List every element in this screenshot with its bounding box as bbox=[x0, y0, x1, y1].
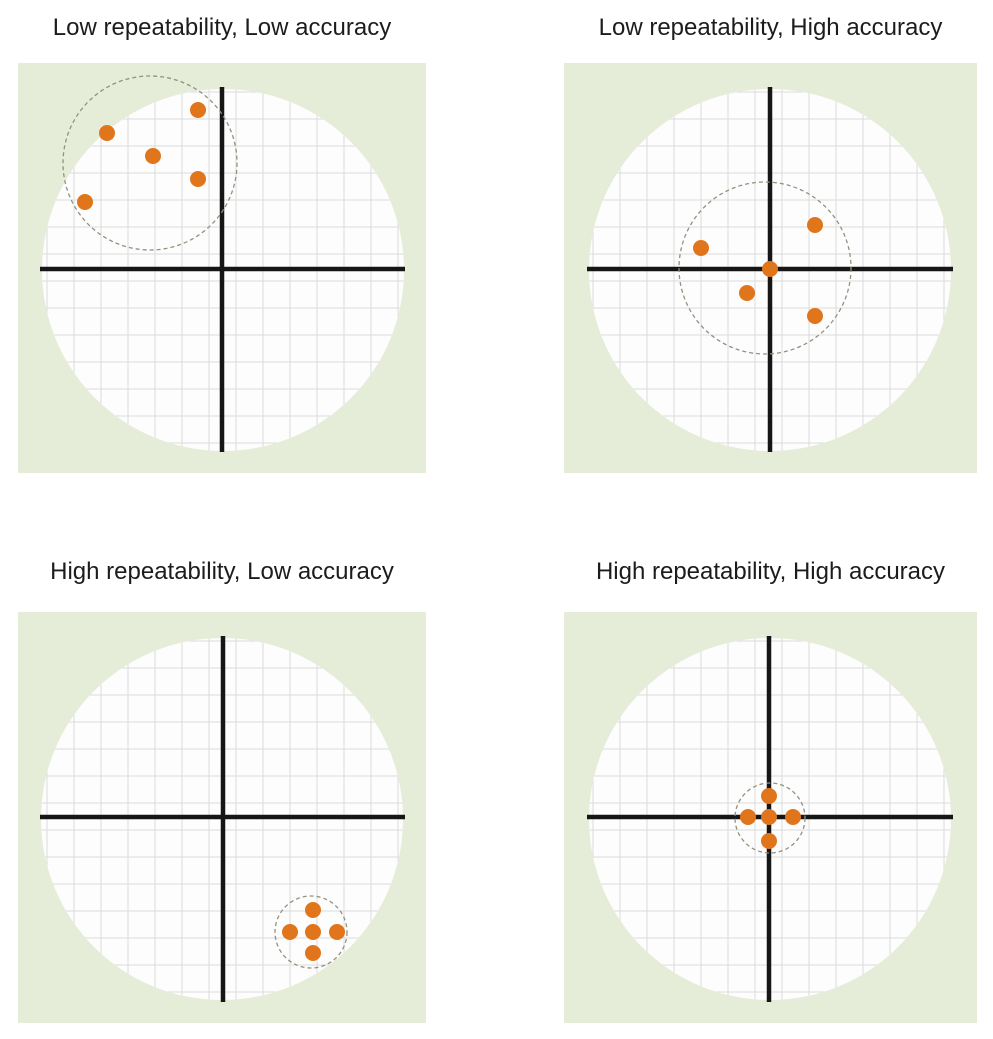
sample-dot bbox=[761, 833, 777, 849]
sample-dot bbox=[145, 148, 161, 164]
sample-dot bbox=[190, 171, 206, 187]
target-low-rep-low-acc bbox=[18, 63, 426, 473]
sample-dot bbox=[761, 788, 777, 804]
sample-dot bbox=[807, 217, 823, 233]
sample-dot bbox=[740, 809, 756, 825]
sample-dot bbox=[77, 194, 93, 210]
panel-title-high-rep-low-acc: High repeatability, Low accuracy bbox=[50, 558, 394, 585]
spread-circle bbox=[274, 895, 348, 969]
sample-dot bbox=[807, 308, 823, 324]
target-high-rep-low-acc bbox=[18, 612, 426, 1023]
spread-circle bbox=[62, 75, 238, 251]
panel-title-high-rep-high-acc: High repeatability, High accuracy bbox=[595, 558, 946, 585]
sample-dot bbox=[305, 924, 321, 940]
target-high-rep-high-acc bbox=[564, 612, 977, 1023]
sample-dot bbox=[305, 945, 321, 961]
panel-title-low-rep-low-acc: Low repeatability, Low accuracy bbox=[52, 14, 392, 41]
sample-dot bbox=[693, 240, 709, 256]
sample-dot bbox=[785, 809, 801, 825]
sample-dot bbox=[282, 924, 298, 940]
sample-dot bbox=[762, 261, 778, 277]
sample-dot bbox=[761, 809, 777, 825]
spread-circle bbox=[734, 782, 806, 854]
sample-dot bbox=[329, 924, 345, 940]
sample-dot bbox=[99, 125, 115, 141]
spread-circle bbox=[678, 181, 852, 355]
sample-dot bbox=[739, 285, 755, 301]
target-low-rep-high-acc bbox=[564, 63, 977, 473]
panel-title-low-rep-high-acc: Low repeatability, High accuracy bbox=[598, 14, 943, 41]
sample-dot bbox=[305, 902, 321, 918]
sample-dot bbox=[190, 102, 206, 118]
